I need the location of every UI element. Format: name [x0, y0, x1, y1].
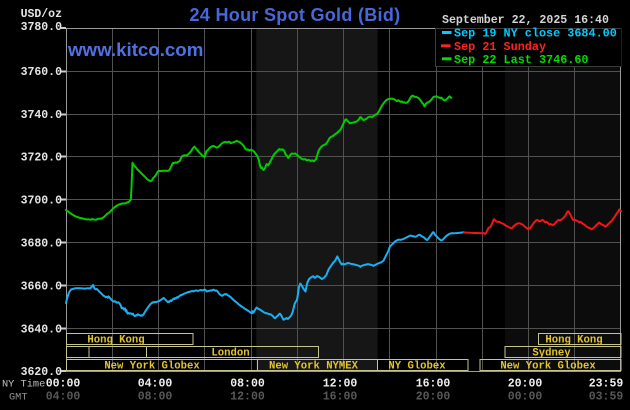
svg-text:04:00: 04:00 — [46, 391, 81, 404]
svg-text:3760.0: 3760.0 — [21, 66, 63, 79]
svg-text:NY Globex: NY Globex — [388, 361, 446, 373]
svg-text:Sep 19 NY close 3684.00: Sep 19 NY close 3684.00 — [454, 27, 617, 41]
svg-text:3720.0: 3720.0 — [21, 152, 63, 165]
svg-text:20:00: 20:00 — [508, 378, 543, 391]
svg-text:Sep 22 Last 3746.60: Sep 22 Last 3746.60 — [454, 53, 589, 67]
svg-text:New York NYMEX: New York NYMEX — [269, 361, 359, 373]
svg-text:www.kitco.com: www.kitco.com — [67, 39, 203, 60]
svg-text:Hong Kong: Hong Kong — [545, 335, 602, 347]
svg-text:New York Globex: New York Globex — [104, 361, 200, 373]
svg-text:23:59: 23:59 — [589, 378, 624, 391]
svg-text:Sep 21 Sunday: Sep 21 Sunday — [454, 40, 546, 54]
svg-text:Sydney: Sydney — [532, 348, 571, 360]
svg-text:3700.0: 3700.0 — [21, 195, 63, 208]
svg-text:00:00: 00:00 — [508, 391, 543, 404]
svg-text:3660.0: 3660.0 — [21, 281, 63, 294]
svg-text:3640.0: 3640.0 — [21, 324, 63, 337]
svg-text:Hong Kong: Hong Kong — [87, 335, 144, 347]
svg-text:00:00: 00:00 — [46, 378, 81, 391]
svg-text:London: London — [211, 348, 249, 360]
svg-text:New York Globex: New York Globex — [500, 361, 596, 373]
svg-text:16:00: 16:00 — [416, 378, 451, 391]
svg-text:September 22, 2025 16:40: September 22, 2025 16:40 — [442, 14, 609, 27]
svg-text:08:00: 08:00 — [138, 391, 173, 404]
svg-text:3680.0: 3680.0 — [21, 238, 63, 251]
svg-text:12:00: 12:00 — [323, 378, 358, 391]
svg-text:NY Time: NY Time — [2, 379, 45, 391]
svg-text:3620.0: 3620.0 — [21, 366, 63, 379]
svg-text:3740.0: 3740.0 — [21, 109, 63, 122]
svg-text:04:00: 04:00 — [138, 378, 173, 391]
svg-text:12:00: 12:00 — [230, 391, 265, 404]
svg-text:3780.0: 3780.0 — [21, 21, 63, 34]
svg-text:20:00: 20:00 — [416, 391, 451, 404]
svg-text:USD/oz: USD/oz — [21, 8, 63, 21]
svg-text:24 Hour Spot Gold (Bid): 24 Hour Spot Gold (Bid) — [190, 5, 401, 25]
svg-text:08:00: 08:00 — [230, 378, 265, 391]
svg-text:03:59: 03:59 — [589, 391, 624, 404]
svg-text:GMT: GMT — [9, 392, 28, 404]
svg-text:16:00: 16:00 — [323, 391, 358, 404]
